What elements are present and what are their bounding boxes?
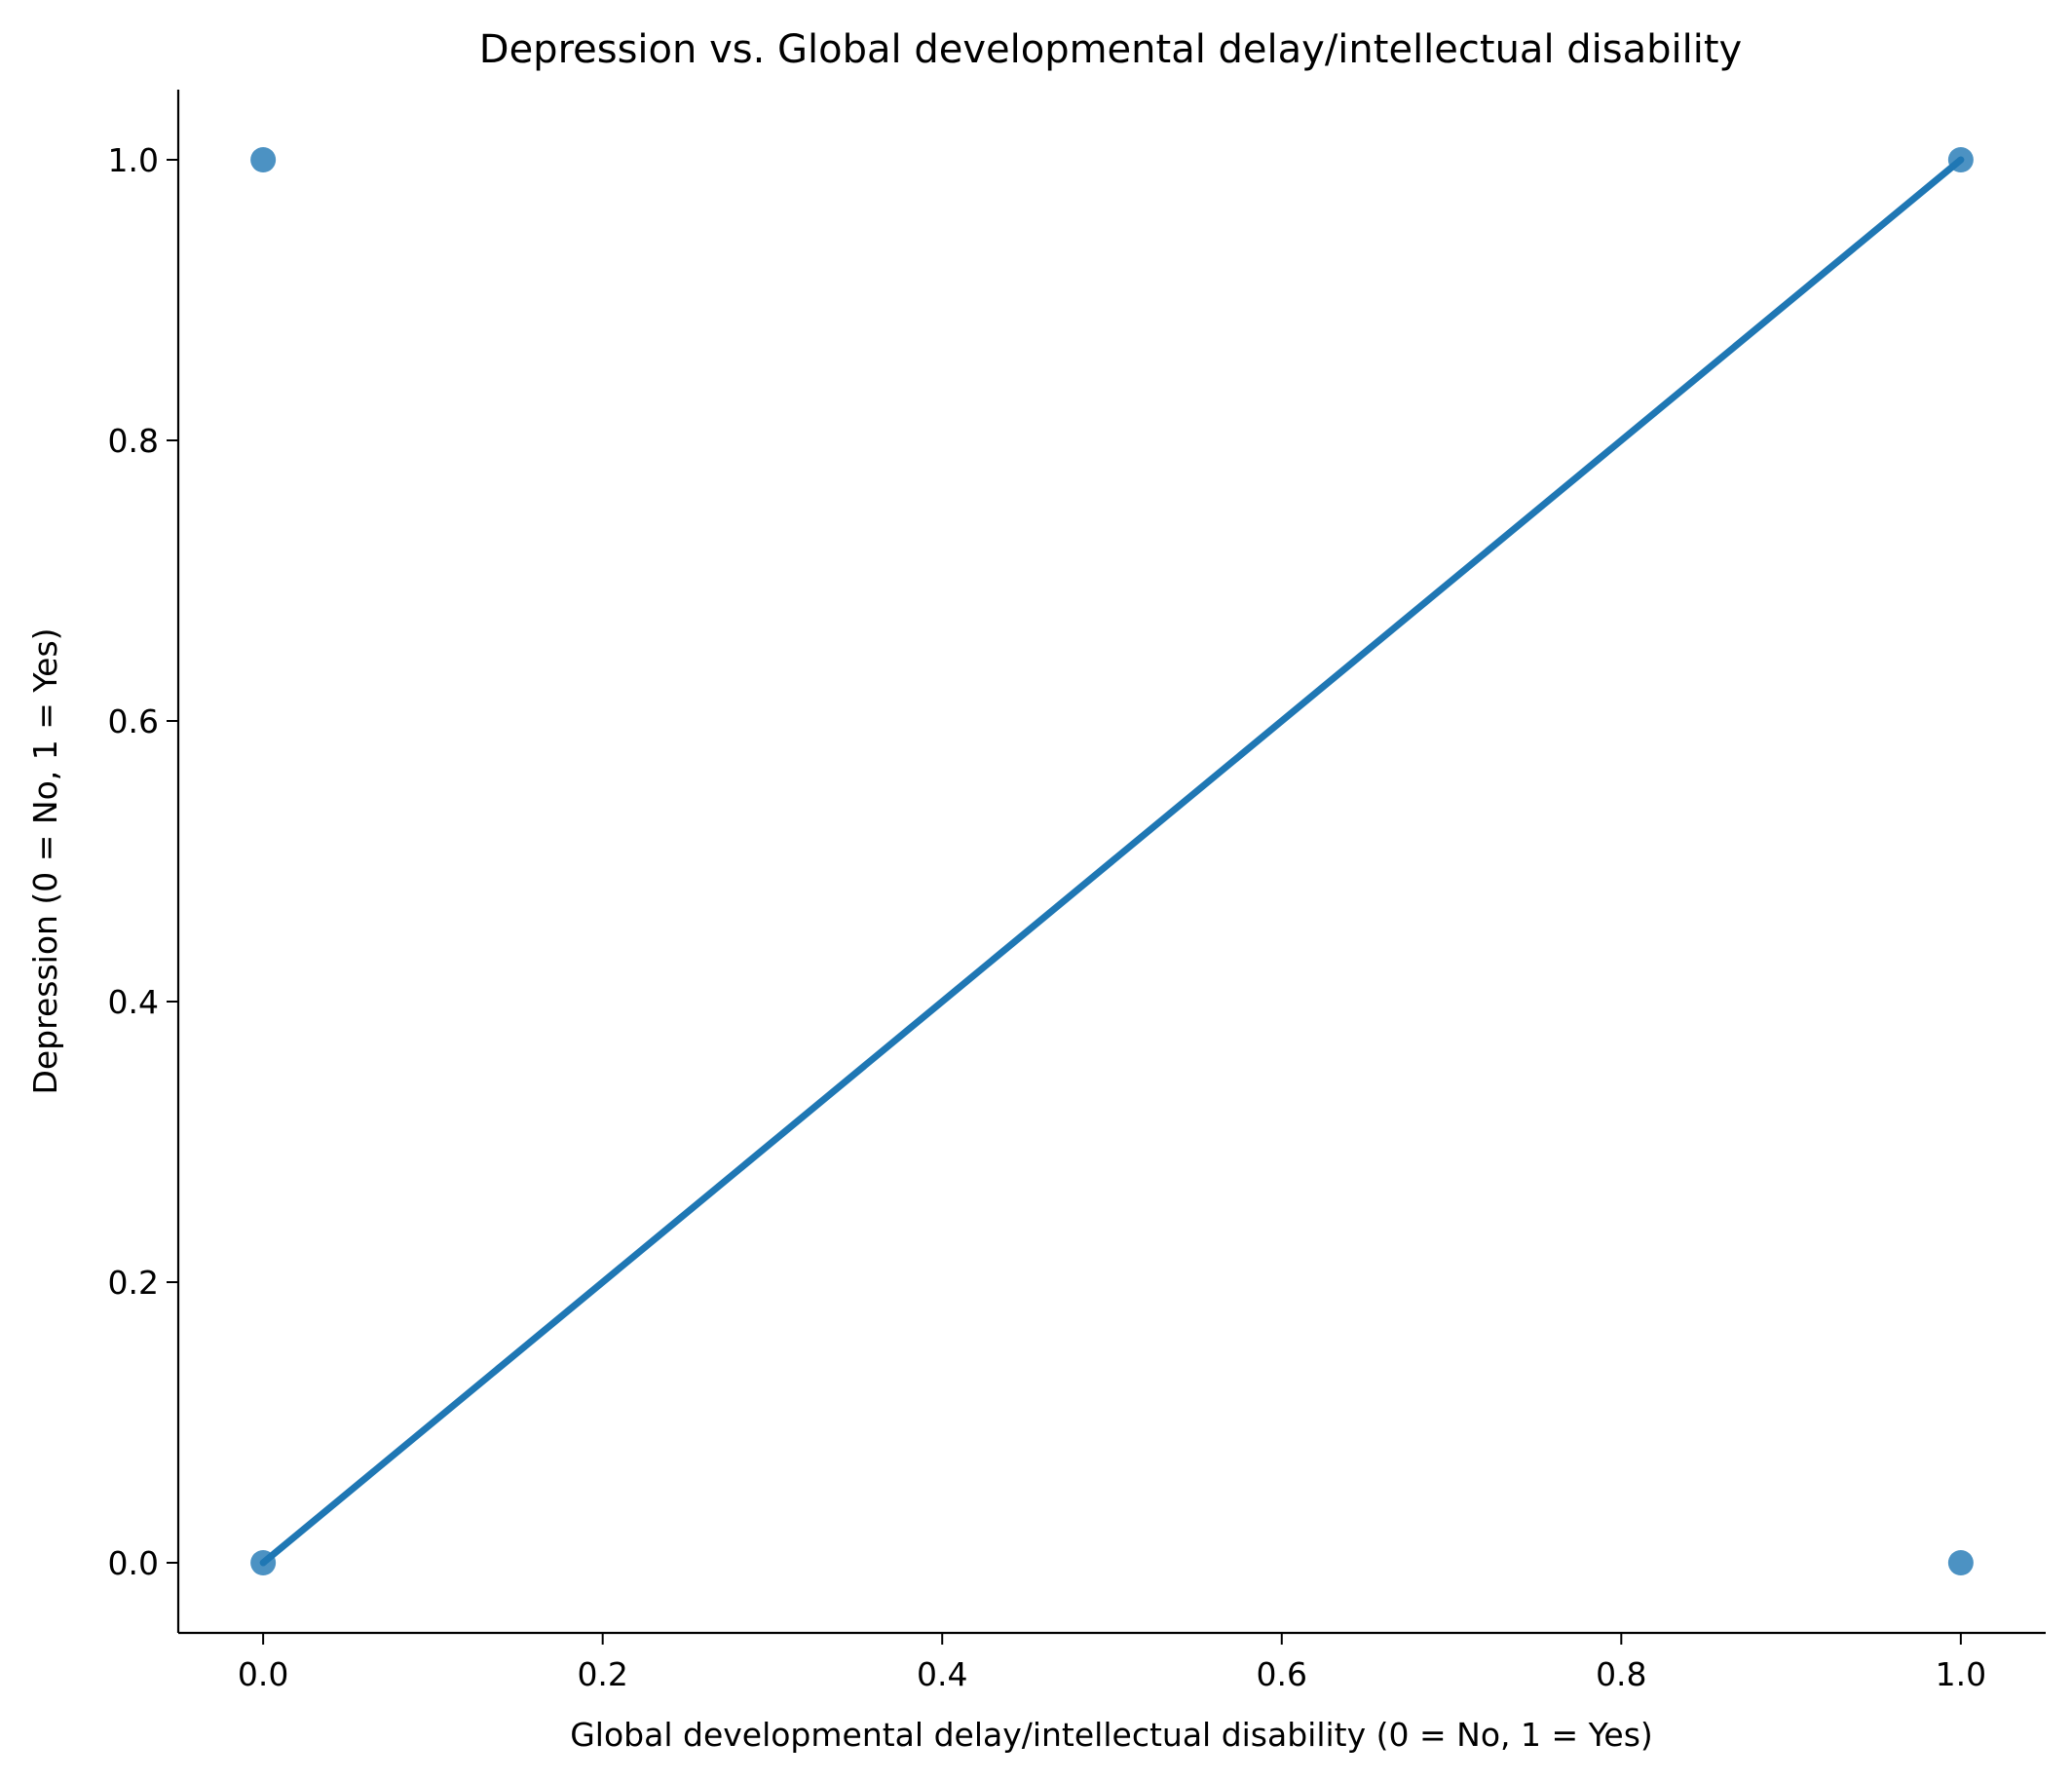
- data-point-2: [1947, 1550, 1974, 1575]
- y-tick-label-5: 1.0: [108, 141, 159, 179]
- plot-area: [250, 147, 1974, 1575]
- y-tick-label-4: 0.8: [108, 422, 159, 460]
- x-axis-ticks: 0.0 0.2 0.4 0.6 0.8 1.0: [238, 1633, 1986, 1693]
- x-tick-label-0: 0.0: [238, 1655, 288, 1693]
- regression-line: [259, 156, 1965, 1567]
- y-tick-label-3: 0.6: [108, 702, 159, 740]
- chart-title: Depression vs. Global developmental dela…: [479, 27, 1742, 72]
- y-axis-ticks: 0.0 0.2 0.4 0.6 0.8 1.0: [108, 141, 178, 1582]
- y-tick-label-1: 0.2: [108, 1264, 159, 1302]
- x-tick-label-5: 1.0: [1936, 1655, 1986, 1693]
- x-tick-label-3: 0.6: [1257, 1655, 1307, 1693]
- x-tick-label-1: 0.2: [577, 1655, 627, 1693]
- x-tick-label-2: 0.4: [917, 1655, 967, 1693]
- x-axis-label: Global developmental delay/intellectual …: [570, 1716, 1653, 1754]
- x-tick-label-4: 0.8: [1596, 1655, 1646, 1693]
- y-tick-label-0: 0.0: [108, 1544, 159, 1582]
- y-axis-label: Depression (0 = No, 1 = Yes): [26, 627, 64, 1094]
- data-point-1: [250, 147, 277, 172]
- y-tick-label-2: 0.4: [108, 983, 159, 1021]
